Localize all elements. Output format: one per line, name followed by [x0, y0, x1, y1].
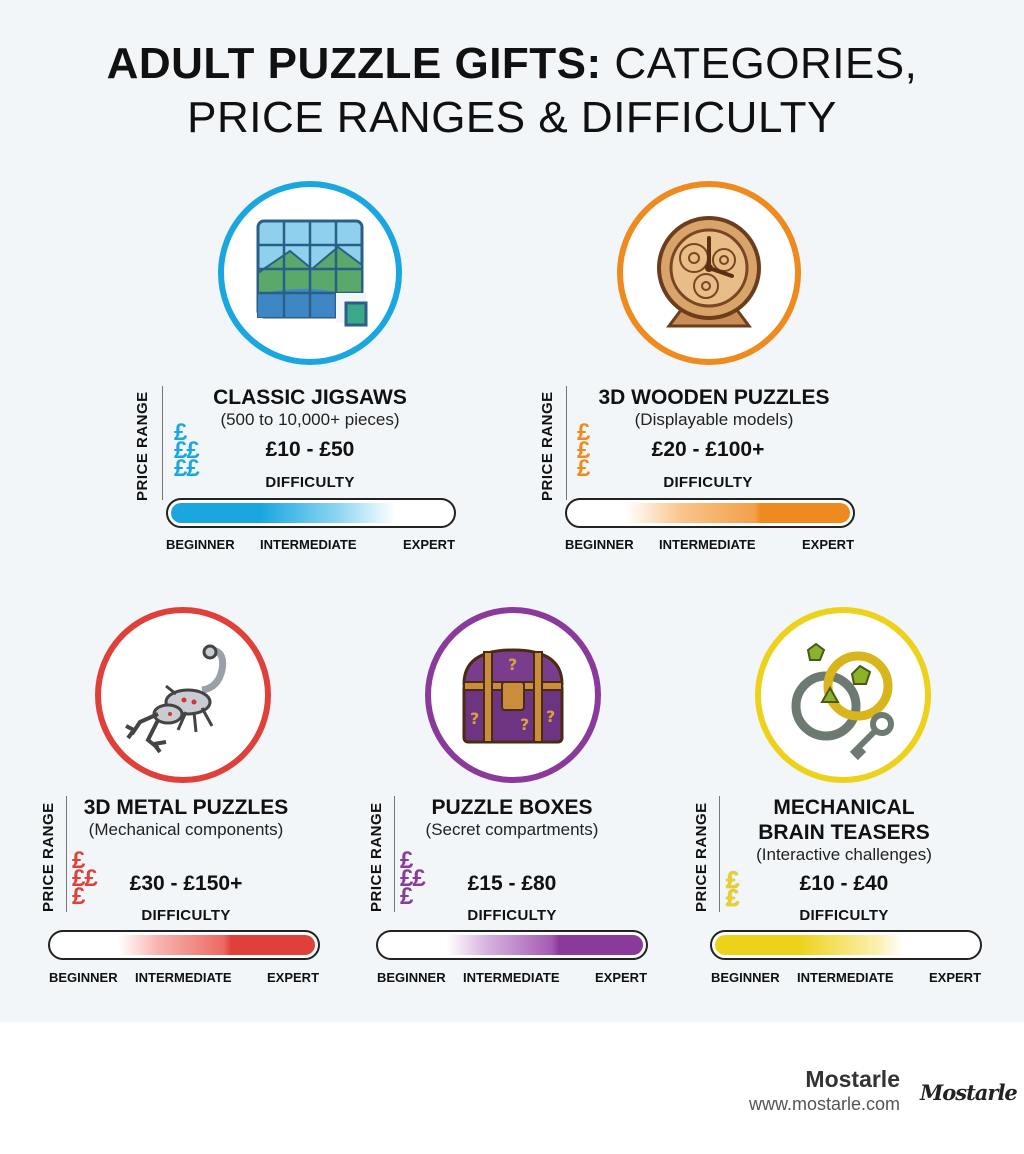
scale-expert: EXPERT	[929, 970, 982, 985]
brand-url[interactable]: www.mostarle.com	[748, 1094, 900, 1114]
scorpion-icon	[125, 644, 227, 754]
difficulty-bar	[48, 930, 320, 960]
price-range-divider	[566, 386, 567, 500]
category-subtitle: (Secret compartments)	[425, 820, 599, 839]
price-range-value: £10 - £40	[799, 872, 889, 895]
difficulty-label: DIFFICULTY	[663, 474, 753, 491]
page-title: ADULT PUZZLE GIFTS: CATEGORIES,	[0, 38, 1024, 90]
scale-expert: EXPERT	[403, 537, 456, 552]
scale-beginner: BEGINNER	[711, 970, 780, 985]
price-level-pounds: £ ££ £	[72, 847, 98, 910]
svg-text:?: ?	[520, 715, 529, 734]
treasure-chest-icon: ????	[462, 648, 564, 744]
price-range-value: £10 - £50	[265, 438, 355, 461]
svg-text:?: ?	[508, 655, 517, 674]
brand-name: Mostarle	[805, 1066, 900, 1092]
title-bold: ADULT PUZZLE GIFTS:	[106, 39, 602, 88]
infographic-panel	[0, 0, 1024, 1022]
scale-beginner: BEGINNER	[565, 537, 634, 552]
scale-expert: EXPERT	[595, 970, 648, 985]
scale-expert: EXPERT	[267, 970, 320, 985]
svg-text:?: ?	[470, 709, 479, 728]
difficulty-bar	[376, 930, 648, 960]
category-subtitle: (Displayable models)	[634, 410, 794, 429]
category-name: 3D WOODEN PUZZLES	[598, 386, 830, 409]
price-range-label: PRICE RANGE	[539, 391, 556, 501]
title-light: CATEGORIES,	[614, 39, 918, 88]
scale-beginner: BEGINNER	[166, 537, 235, 552]
jigsaw-icon	[256, 219, 368, 327]
category-name: 3D METAL PUZZLES	[83, 796, 289, 819]
price-range-value: £15 - £80	[467, 872, 557, 895]
scale-intermediate: INTERMEDIATE	[260, 537, 357, 552]
difficulty-label: DIFFICULTY	[265, 474, 355, 491]
category-subtitle: (Interactive challenges)	[756, 845, 932, 864]
scale-intermediate: INTERMEDIATE	[659, 537, 756, 552]
price-range-value: £20 - £100+	[651, 438, 765, 461]
rings-key-icon	[791, 642, 894, 760]
scale-intermediate: INTERMEDIATE	[463, 970, 560, 985]
treasure-chest-icon-circle: ????	[425, 607, 601, 783]
page-title-line2: PRICE RANGES & DIFFICULTY	[187, 93, 837, 142]
rings-key-icon-circle	[755, 607, 931, 783]
category-subtitle: (500 to 10,000+ pieces)	[220, 410, 400, 429]
wooden-clock-icon-circle	[617, 181, 801, 365]
price-range-label: PRICE RANGE	[134, 391, 151, 501]
wooden-clock-icon	[657, 216, 761, 328]
price-range-divider	[162, 386, 163, 500]
category-name: MECHANICAL	[773, 796, 915, 819]
category-subtitle: (Mechanical components)	[88, 820, 284, 839]
price-level-pounds: £ ££ ££	[174, 419, 200, 482]
jigsaw-icon-circle	[218, 181, 402, 365]
scale-intermediate: INTERMEDIATE	[135, 970, 232, 985]
price-level-pounds: £ £	[726, 867, 739, 912]
price-range-divider	[66, 796, 67, 912]
price-range-value: £30 - £150+	[129, 872, 243, 895]
difficulty-label: DIFFICULTY	[799, 907, 889, 924]
difficulty-bar	[166, 498, 456, 528]
scale-expert: EXPERT	[802, 537, 855, 552]
price-level-pounds: £ £ £	[577, 419, 590, 482]
category-name: CLASSIC JIGSAWS	[213, 386, 407, 409]
scorpion-icon-circle	[95, 607, 271, 783]
svg-text:?: ?	[546, 707, 555, 726]
scale-intermediate: INTERMEDIATE	[797, 970, 894, 985]
price-level-pounds: £ ££ £	[400, 847, 426, 910]
brand-logo: Mostarle	[920, 1080, 1018, 1105]
difficulty-bar	[710, 930, 982, 960]
scale-beginner: BEGINNER	[377, 970, 446, 985]
price-range-divider	[394, 796, 395, 912]
difficulty-bar	[565, 498, 855, 528]
category-name-line2: BRAIN TEASERS	[758, 821, 930, 844]
price-range-divider	[719, 796, 720, 912]
difficulty-label: DIFFICULTY	[467, 907, 557, 924]
category-name: PUZZLE BOXES	[431, 796, 593, 819]
scale-beginner: BEGINNER	[49, 970, 118, 985]
difficulty-label: DIFFICULTY	[141, 907, 231, 924]
